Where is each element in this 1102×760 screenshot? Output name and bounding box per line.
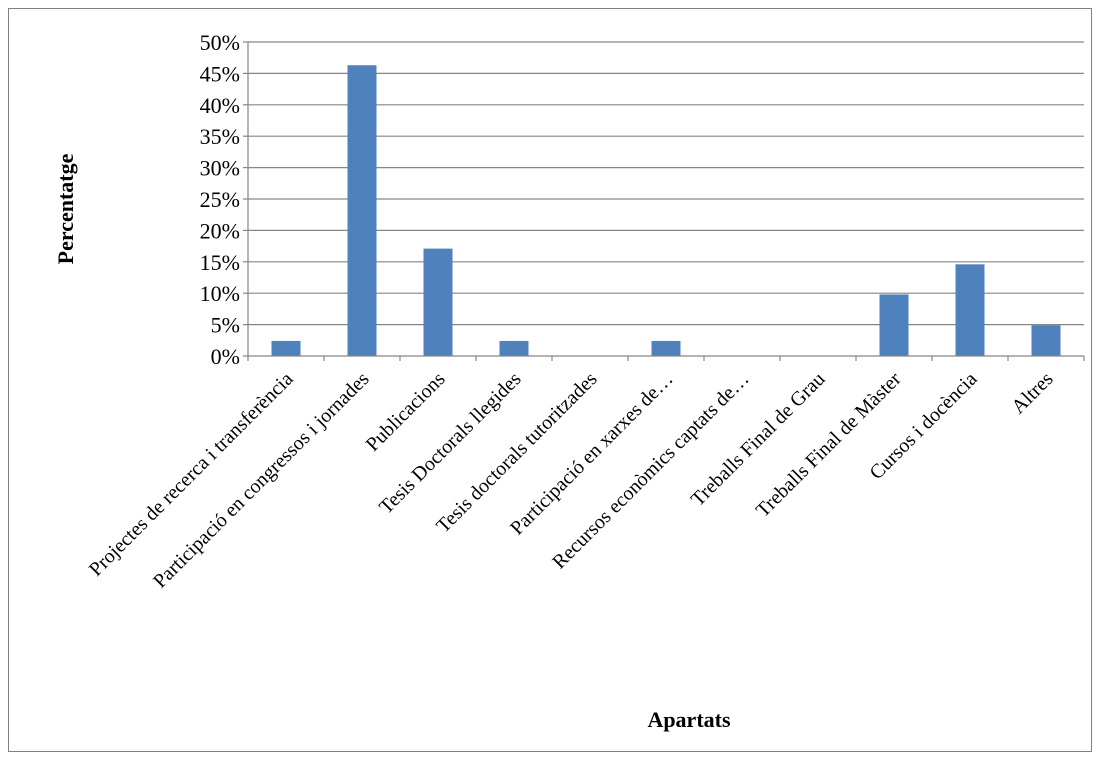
bars	[271, 65, 1061, 357]
chart-frame: 0% 5% 10% 15% 20% 25% 30% 35% 40% 45% 50% Projecte…	[8, 8, 1092, 752]
x-tick-label: Altres	[1007, 368, 1057, 418]
bar	[1031, 325, 1061, 356]
y-tick-label: 0%	[211, 344, 240, 369]
y-tick-label: 45%	[200, 61, 240, 86]
y-axis-title: Percentatge	[53, 153, 78, 264]
bar	[651, 340, 681, 356]
y-tick-label: 20%	[200, 218, 240, 243]
bar	[423, 248, 453, 356]
bar-chart: 0% 5% 10% 15% 20% 25% 30% 35% 40% 45% 50% Projecte…	[53, 30, 1085, 732]
y-tick-labels: 0% 5% 10% 15% 20% 25% 30% 35% 40% 45% 50%	[200, 30, 240, 369]
x-tick-label: Tesis Doctorals llegides	[375, 368, 526, 519]
gridlines	[248, 41, 1084, 326]
y-tick-label: 50%	[200, 30, 240, 55]
x-tick-labels: Projectes de recerca i transferènciaPart…	[85, 368, 1058, 593]
y-tick-label: 40%	[200, 93, 240, 118]
y-tick-label: 35%	[200, 124, 240, 149]
bar	[271, 340, 301, 356]
y-tick-label: 25%	[200, 187, 240, 212]
y-tick-label: 30%	[200, 156, 240, 181]
x-axis-title: Apartats	[647, 707, 731, 732]
axes	[243, 41, 1085, 361]
y-tick-label: 15%	[200, 250, 240, 275]
bar	[955, 264, 985, 356]
y-tick-label: 10%	[200, 281, 240, 306]
x-tick-label: Treballs Final de Màster	[752, 368, 906, 522]
bar	[499, 340, 529, 356]
y-tick-label: 5%	[211, 313, 240, 338]
bar	[879, 294, 909, 356]
x-tick-label: Treballs Final de Grau	[687, 368, 830, 511]
bar	[347, 65, 377, 357]
